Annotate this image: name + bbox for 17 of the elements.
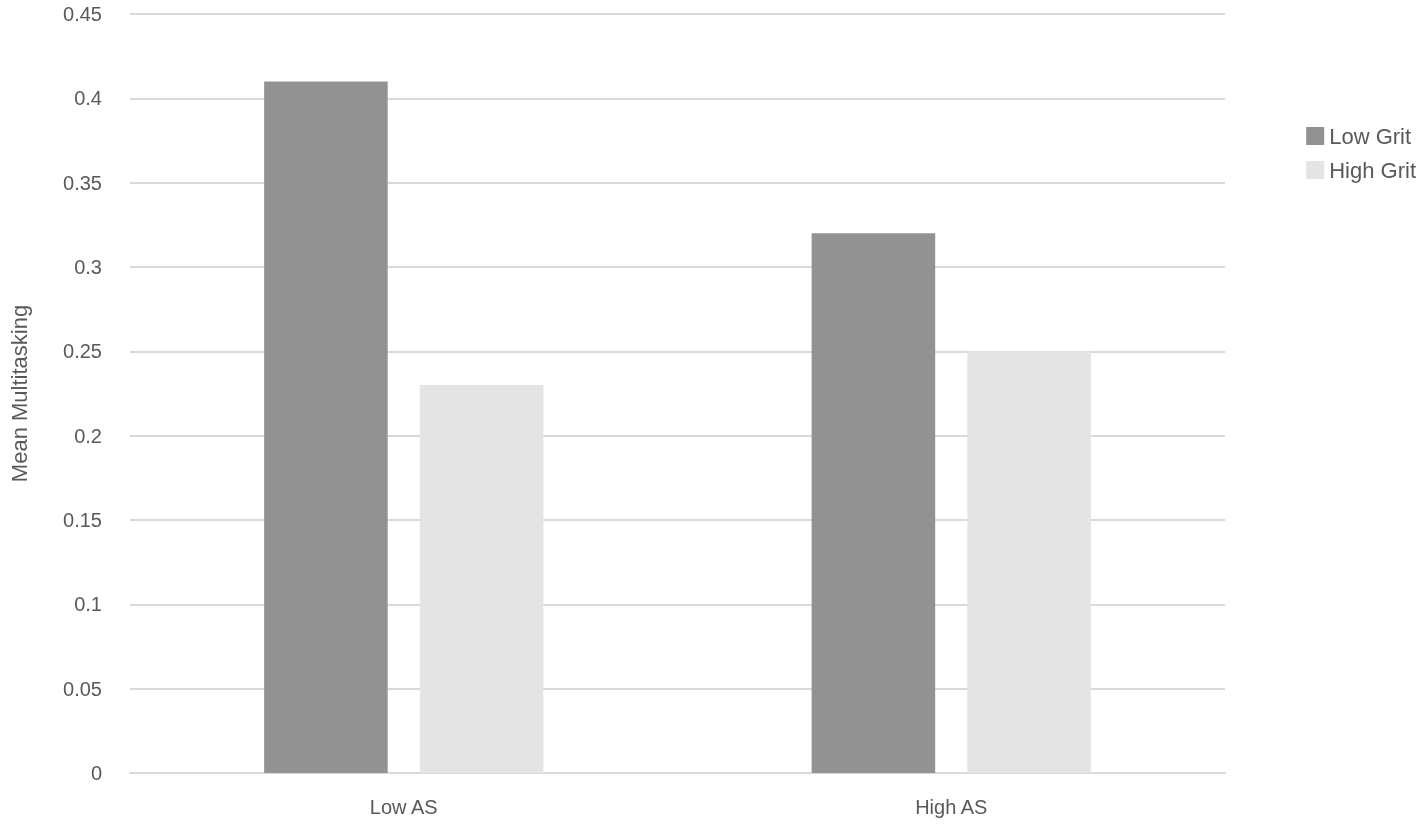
y-tick-label: 0.2 (74, 424, 102, 447)
y-tick-label: 0.3 (74, 256, 102, 278)
y-tick-label: 0 (90, 762, 102, 784)
y-tick-label: 0.35 (63, 171, 102, 194)
bar (811, 233, 936, 773)
legend-label: High Grit (1329, 157, 1416, 183)
y-tick-label: 0.45 (63, 3, 102, 25)
y-axis-title: Mean Multitasking (6, 304, 32, 483)
x-tick-label: High AS (915, 796, 988, 818)
legend-label: Low Grit (1329, 123, 1412, 149)
y-tick-label: 0.25 (63, 340, 102, 363)
y-tick-label: 0.4 (74, 87, 102, 110)
y-tick-label: 0.15 (63, 509, 102, 531)
y-tick-label: 0.1 (74, 593, 102, 616)
y-tick-label: 0.05 (63, 677, 102, 700)
x-tick-label: Low AS (369, 796, 438, 818)
bar (264, 81, 388, 773)
